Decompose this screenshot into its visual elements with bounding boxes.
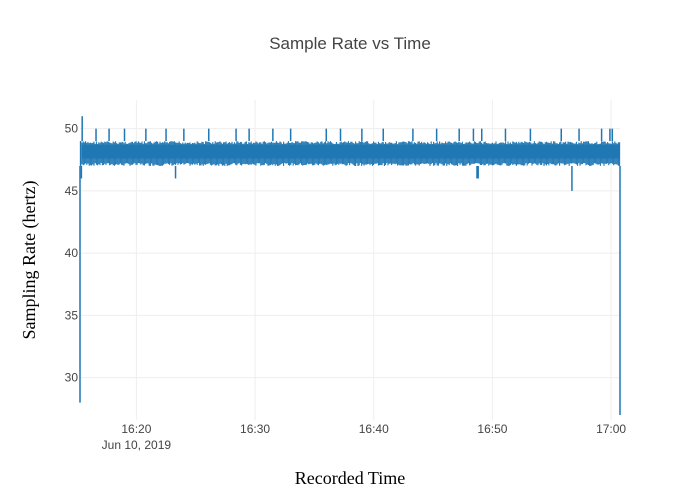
y-tick-label: 35 xyxy=(65,308,79,322)
y-axis-title: Sampling Rate (hertz) xyxy=(19,181,40,340)
x-tick-label: 16:40 xyxy=(359,422,389,436)
series-band xyxy=(82,144,620,159)
x-tick-label: 16:30 xyxy=(240,422,270,436)
y-gridlines xyxy=(80,128,620,379)
y-tick-label: 45 xyxy=(65,184,79,198)
x-tick-label: 16:50 xyxy=(477,422,507,436)
y-tick-label: 50 xyxy=(65,122,79,136)
x-axis-ticks: 16:20 Jun 10, 2019 16:30 16:40 16:50 17:00 xyxy=(102,422,627,452)
plot-area xyxy=(79,116,621,416)
x-tick-sublabel: Jun 10, 2019 xyxy=(102,438,172,452)
x-tick-label: 17:00 xyxy=(596,422,626,436)
y-axis-ticks: 30 35 40 45 50 xyxy=(65,122,79,385)
y-tick-label: 30 xyxy=(65,371,79,385)
x-tick-label: 16:20 xyxy=(121,422,151,436)
y-tick-label: 40 xyxy=(65,246,79,260)
x-axis-title: Recorded Time xyxy=(295,468,406,488)
chart-title: Sample Rate vs Time xyxy=(269,34,431,53)
